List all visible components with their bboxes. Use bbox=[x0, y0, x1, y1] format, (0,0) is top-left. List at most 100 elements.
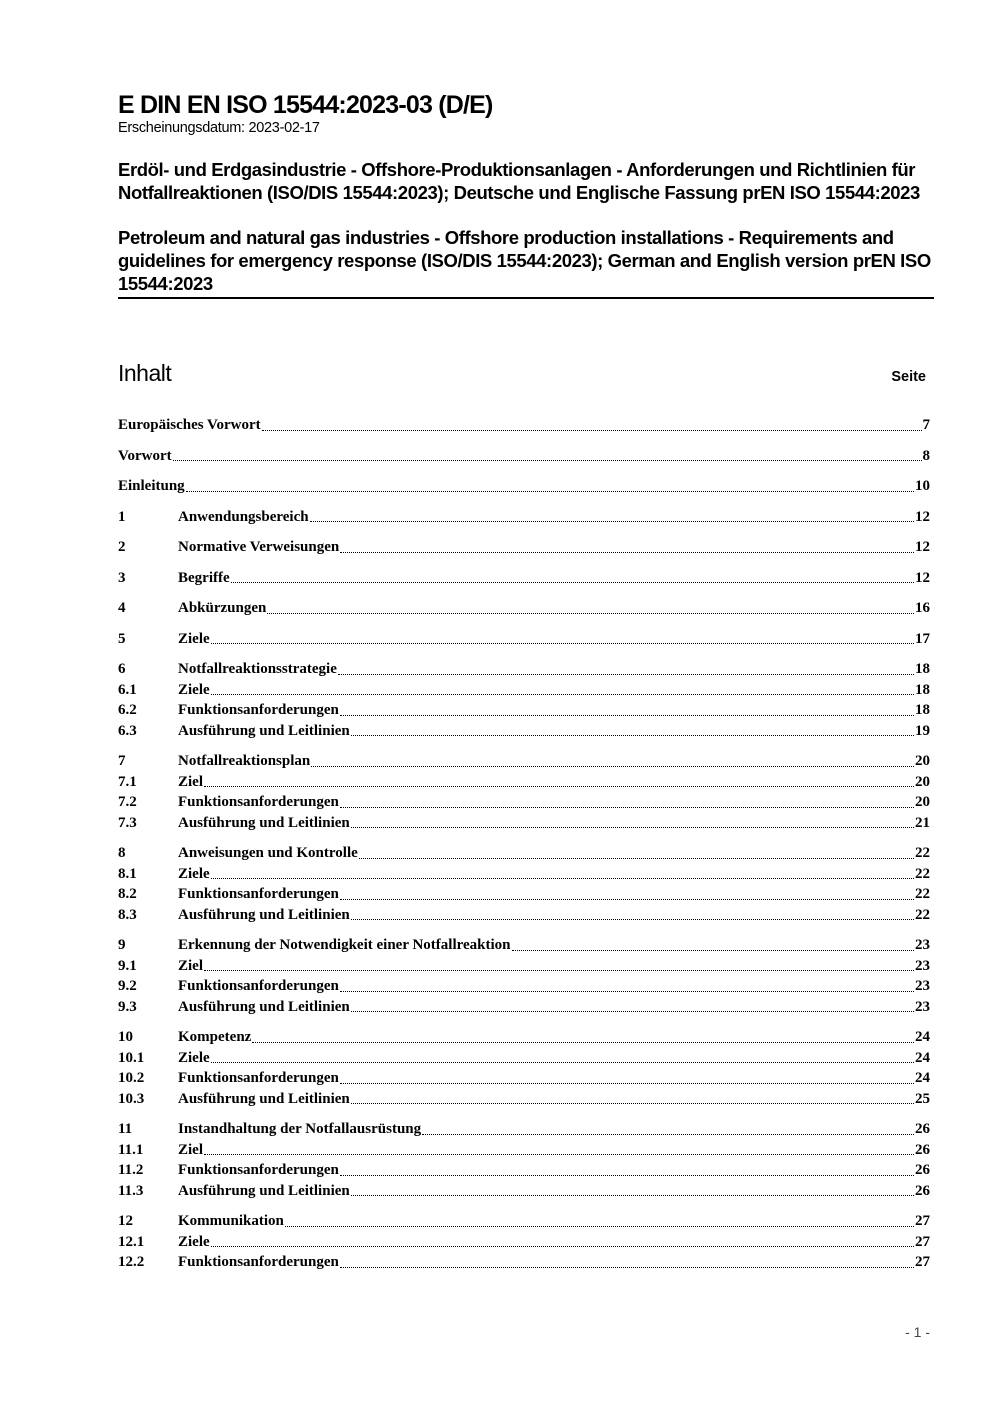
toc-entry-label: Anweisungen und Kontrolle bbox=[178, 845, 358, 861]
toc-entry-page: 23 bbox=[915, 978, 930, 994]
toc-entry[interactable]: 7.3 Ausführung und Leitlinien 21 bbox=[118, 813, 930, 834]
toc-entry-number: 7 bbox=[118, 753, 126, 769]
toc-entry-page: 18 bbox=[915, 702, 930, 718]
dot-leader bbox=[261, 428, 922, 431]
toc-entry-number: 8 bbox=[118, 845, 126, 861]
toc-entry-number: 1 bbox=[118, 508, 126, 525]
toc-entry[interactable]: 12.1 Ziele 27 bbox=[118, 1232, 930, 1253]
toc-entry-page: 27 bbox=[915, 1233, 930, 1250]
toc-entry-number: 5 bbox=[118, 630, 126, 647]
toc-entry-page: 24 bbox=[915, 1029, 930, 1045]
toc-entry[interactable]: 10.3 Ausführung und Leitlinien 25 bbox=[118, 1089, 930, 1110]
toc-entry-page: 22 bbox=[915, 906, 930, 923]
toc-entry-label: Vorwort bbox=[118, 447, 172, 464]
document-title: E DIN EN ISO 15544:2023-03 (D/E) bbox=[118, 91, 493, 119]
toc-entry-label: Funktionsanforderungen bbox=[178, 1254, 339, 1270]
toc-entry[interactable]: 4 Abkürzungen 16 bbox=[118, 598, 930, 619]
toc-entry[interactable]: 9 Erkennung der Notwendigkeit einer Notfa… bbox=[118, 935, 930, 956]
dot-leader bbox=[350, 1193, 914, 1196]
dot-leader bbox=[339, 805, 914, 808]
toc-entry[interactable]: 9.1 Ziel 23 bbox=[118, 956, 930, 977]
toc-entry[interactable]: 8.2 Funktionsanforderungen 22 bbox=[118, 884, 930, 905]
toc-entry[interactable]: 11.1 Ziel 26 bbox=[118, 1140, 930, 1161]
dot-leader bbox=[358, 856, 914, 859]
toc-entry-number: 4 bbox=[118, 600, 126, 616]
toc-entry[interactable]: 10 Kompetenz 24 bbox=[118, 1027, 930, 1048]
toc-entry[interactable]: 12.2 Funktionsanforderungen 27 bbox=[118, 1252, 930, 1273]
toc-entry-page: 12 bbox=[915, 508, 930, 525]
toc-entry[interactable]: 8.3 Ausführung und Leitlinien 22 bbox=[118, 905, 930, 926]
toc-entry[interactable]: 11 Instandhaltung der Notfallausrüstung 26 bbox=[118, 1119, 930, 1140]
toc-entry[interactable]: 9.2 Funktionsanforderungen 23 bbox=[118, 976, 930, 997]
toc-entry[interactable]: 10.2 Funktionsanforderungen 24 bbox=[118, 1068, 930, 1089]
toc-entry-page: 27 bbox=[915, 1213, 930, 1229]
toc-entry-label: Normative Verweisungen bbox=[178, 539, 340, 555]
toc-entry-number: 7.1 bbox=[118, 773, 137, 790]
dot-leader bbox=[204, 1152, 914, 1155]
toc-entry[interactable]: 11.3 Ausführung und Leitlinien 26 bbox=[118, 1181, 930, 1202]
toc-entry-number: 11.2 bbox=[118, 1162, 144, 1178]
toc-entry-number: 10 bbox=[118, 1029, 133, 1045]
table-of-contents: Europäisches Vorwort 7 Vorwort 8 Einleitung 1… bbox=[118, 415, 930, 1273]
toc-entry[interactable]: 8 Anweisungen und Kontrolle 22 bbox=[118, 843, 930, 864]
toc-entry[interactable]: 10.1 Ziele 24 bbox=[118, 1048, 930, 1069]
toc-entry[interactable]: 1 Anwendungsbereich 12 bbox=[118, 507, 930, 528]
dot-leader bbox=[284, 1224, 914, 1227]
toc-entry-page: 22 bbox=[915, 865, 930, 882]
toc-entry[interactable]: 3 Begriffe 12 bbox=[118, 568, 930, 589]
toc-entry-page: 20 bbox=[915, 753, 930, 769]
toc-entry-page: 17 bbox=[915, 630, 930, 647]
toc-entry-page: 23 bbox=[915, 957, 930, 974]
toc-entry-label: Ziel bbox=[178, 1141, 203, 1158]
toc-entry-page: 25 bbox=[915, 1090, 930, 1107]
toc-entry[interactable]: 9.3 Ausführung und Leitlinien 23 bbox=[118, 997, 930, 1018]
toc-entry[interactable]: 12 Kommunikation 27 bbox=[118, 1211, 930, 1232]
dot-leader bbox=[311, 764, 914, 767]
toc-entry-page: 12 bbox=[915, 539, 930, 555]
dot-leader bbox=[350, 825, 914, 828]
toc-heading: Inhalt bbox=[118, 360, 172, 386]
toc-entry[interactable]: 7.1 Ziel 20 bbox=[118, 772, 930, 793]
dot-leader bbox=[339, 989, 914, 992]
toc-entry-label: Ziel bbox=[178, 773, 203, 790]
document-header: E DIN EN ISO 15544:2023-03 (D/E) Erschei… bbox=[118, 90, 934, 299]
toc-entry[interactable]: 5 Ziele 17 bbox=[118, 629, 930, 650]
toc-entry-number: 9 bbox=[118, 937, 126, 953]
dot-leader bbox=[340, 550, 914, 553]
toc-entry-page: 20 bbox=[915, 794, 930, 810]
toc-entry-page: 24 bbox=[915, 1070, 930, 1086]
dot-leader bbox=[339, 897, 914, 900]
toc-entry-label: Begriffe bbox=[178, 569, 230, 586]
toc-entry-number: 11.1 bbox=[118, 1141, 144, 1158]
toc-entry-number: 2 bbox=[118, 539, 126, 555]
dot-leader bbox=[309, 519, 914, 522]
toc-entry[interactable]: 2 Normative Verweisungen 12 bbox=[118, 537, 930, 558]
toc-entry-label: Notfallreaktionsplan bbox=[178, 753, 311, 769]
toc-entry[interactable]: Europäisches Vorwort 7 bbox=[118, 415, 930, 436]
toc-entry[interactable]: 7.2 Funktionsanforderungen 20 bbox=[118, 792, 930, 813]
toc-entry-page: 20 bbox=[915, 773, 930, 790]
toc-entry[interactable]: 6.2 Funktionsanforderungen 18 bbox=[118, 700, 930, 721]
toc-entry-number: 6.3 bbox=[118, 722, 137, 739]
toc-entry-label: Funktionsanforderungen bbox=[178, 978, 339, 994]
toc-entry-label: Notfallreaktionsstrategie bbox=[178, 661, 337, 677]
toc-entry-number: 9.1 bbox=[118, 957, 137, 974]
toc-entry-page: 26 bbox=[915, 1182, 930, 1199]
toc-entry[interactable]: 7 Notfallreaktionsplan 20 bbox=[118, 751, 930, 772]
toc-entry[interactable]: 8.1 Ziele 22 bbox=[118, 864, 930, 885]
toc-entry[interactable]: 6.1 Ziele 18 bbox=[118, 680, 930, 701]
toc-entry[interactable]: 11.2 Funktionsanforderungen 26 bbox=[118, 1160, 930, 1181]
toc-entry[interactable]: Einleitung 10 bbox=[118, 476, 930, 497]
dot-leader bbox=[339, 1173, 914, 1176]
toc-entry[interactable]: 6.3 Ausführung und Leitlinien 19 bbox=[118, 721, 930, 742]
dot-leader bbox=[204, 968, 914, 971]
dot-leader bbox=[210, 641, 914, 644]
toc-entry-number: 8.1 bbox=[118, 865, 137, 882]
toc-entry-label: Einleitung bbox=[118, 478, 185, 494]
toc-entry-page: 7 bbox=[922, 417, 931, 433]
toc-entry[interactable]: Vorwort 8 bbox=[118, 446, 930, 467]
toc-entry-page: 24 bbox=[915, 1049, 930, 1066]
toc-entry[interactable]: 6 Notfallreaktionsstrategie 18 bbox=[118, 659, 930, 680]
publication-date: Erscheinungsdatum: 2023-02-17 bbox=[118, 120, 320, 136]
dot-leader bbox=[350, 733, 914, 736]
